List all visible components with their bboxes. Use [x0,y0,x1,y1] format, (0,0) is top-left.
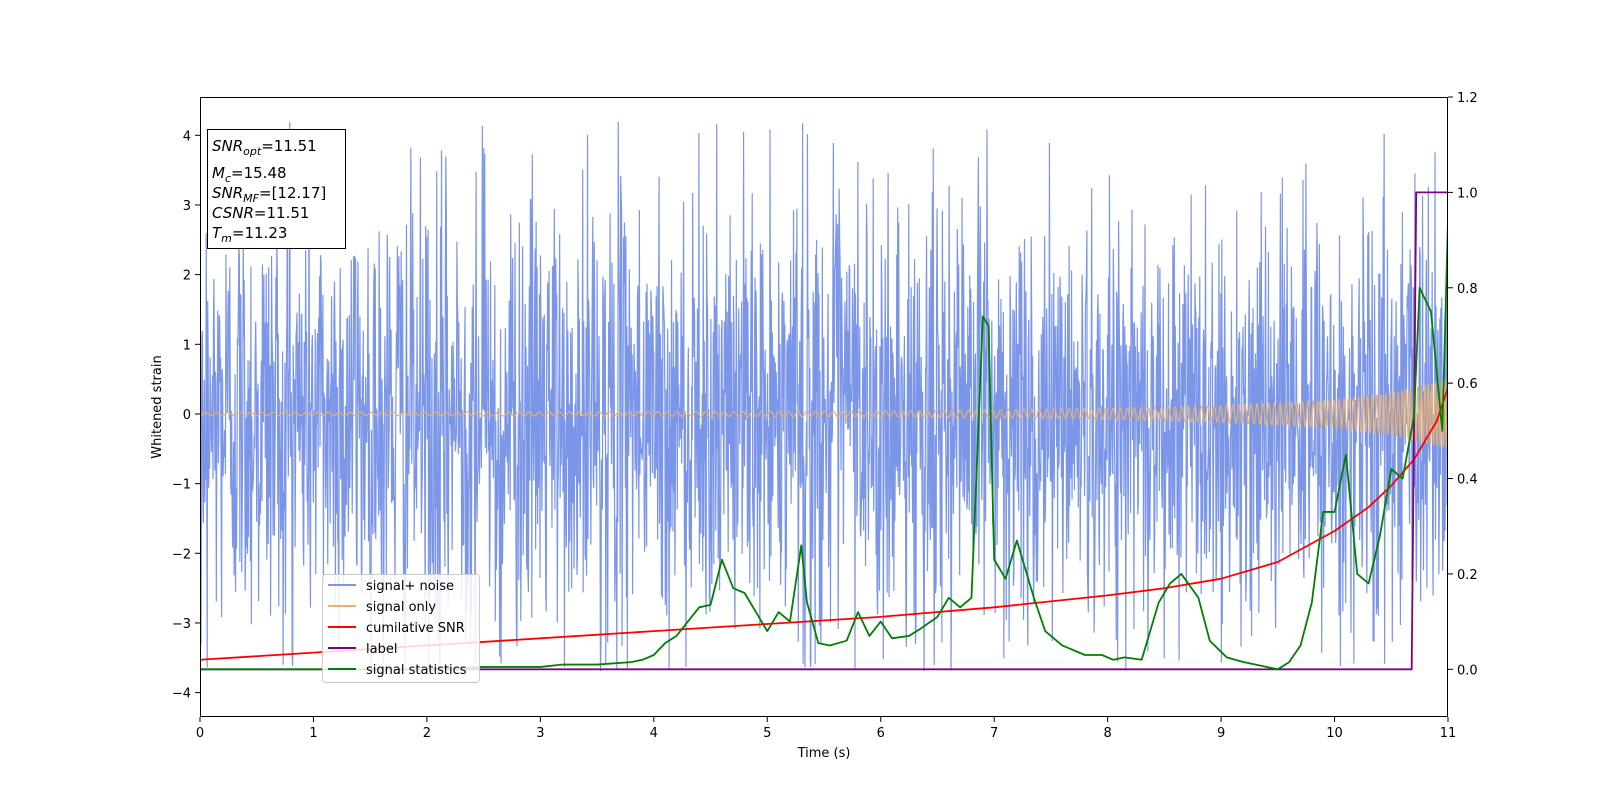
stats-line: CSNR=11.51 [212,204,309,222]
y-right-tick-label: 1.2 [1457,91,1478,106]
x-tick-label: 7 [990,726,998,741]
legend-label: signal+ noise [366,579,454,594]
signal-noise-series [200,122,1448,671]
x-tick-label: 3 [536,726,544,741]
y-right-tick-label: 0.4 [1457,473,1478,488]
stats-box: SNRopt=11.51 Mc=15.48SNRMF=[12.17]CSNR=11… [207,129,346,249]
x-tick-label: 2 [423,726,431,741]
y-left-tick-label: 1 [183,338,191,353]
y-left-tick-label: 2 [183,269,191,284]
y-right-tick-label: 1.0 [1457,186,1478,201]
y-right-tick-label: 0.8 [1457,282,1478,297]
x-axis-ticks: 0 1 2 3 4 5 6 7 8 9 10 11 [196,717,1456,741]
x-tick-label: 10 [1326,726,1343,741]
x-tick-label: 6 [877,726,885,741]
signal-noise-line [200,122,1448,671]
y-right-tick-label: 0.0 [1457,663,1478,678]
y-left-tick-label: −3 [172,617,191,632]
legend-label: signal statistics [366,663,467,678]
stats-line: Tm=11.23 [212,224,287,245]
label-line [200,191,1448,671]
y-left-tick-label: −1 [172,478,191,493]
cumilative-snr-line [200,387,1448,661]
y-left-tick-label: 0 [183,408,191,423]
x-tick-label: 5 [763,726,771,741]
stats-box-frame [207,129,346,249]
legend-frame [322,574,480,683]
y-right-tick-label: 0.6 [1457,377,1478,392]
signal-statistics-line [200,220,1448,671]
x-tick-label: 9 [1217,726,1225,741]
y-axis-label: Whitened strain [150,355,165,458]
legend: signal+ noise signal only cumilative SNR la… [322,574,480,683]
x-tick-label: 0 [196,726,204,741]
legend-label: label [366,642,397,657]
right-y-axis-ticks: 0.0 0.2 0.4 0.6 0.8 1.0 1.2 [1448,91,1478,678]
legend-label: signal only [366,600,436,615]
stats-line: Mc=15.48 [212,164,287,185]
y-left-tick-label: −4 [172,687,191,702]
left-y-axis-ticks: −4 −3 −2 −1 0 1 2 3 4 [172,129,200,702]
y-left-tick-label: −2 [172,547,191,562]
legend-label: cumilative SNR [366,621,465,636]
signal-only-line [200,379,1448,449]
y-left-tick-label: 3 [183,199,191,214]
x-tick-label: 1 [309,726,317,741]
y-left-tick-label: 4 [183,129,191,144]
right-axis-series [200,191,1448,671]
x-tick-label: 8 [1103,726,1111,741]
y-right-tick-label: 0.2 [1457,568,1478,583]
x-tick-label: 4 [650,726,658,741]
x-tick-label: 11 [1440,726,1457,741]
stats-line: SNRMF=[12.17] [212,184,326,205]
axes-frame [200,97,1448,717]
plot-area [200,122,1448,671]
stats-line: SNRopt=11.51 [212,137,317,158]
x-axis-label: Time (s) [797,746,851,761]
signal-only-series [200,379,1448,449]
